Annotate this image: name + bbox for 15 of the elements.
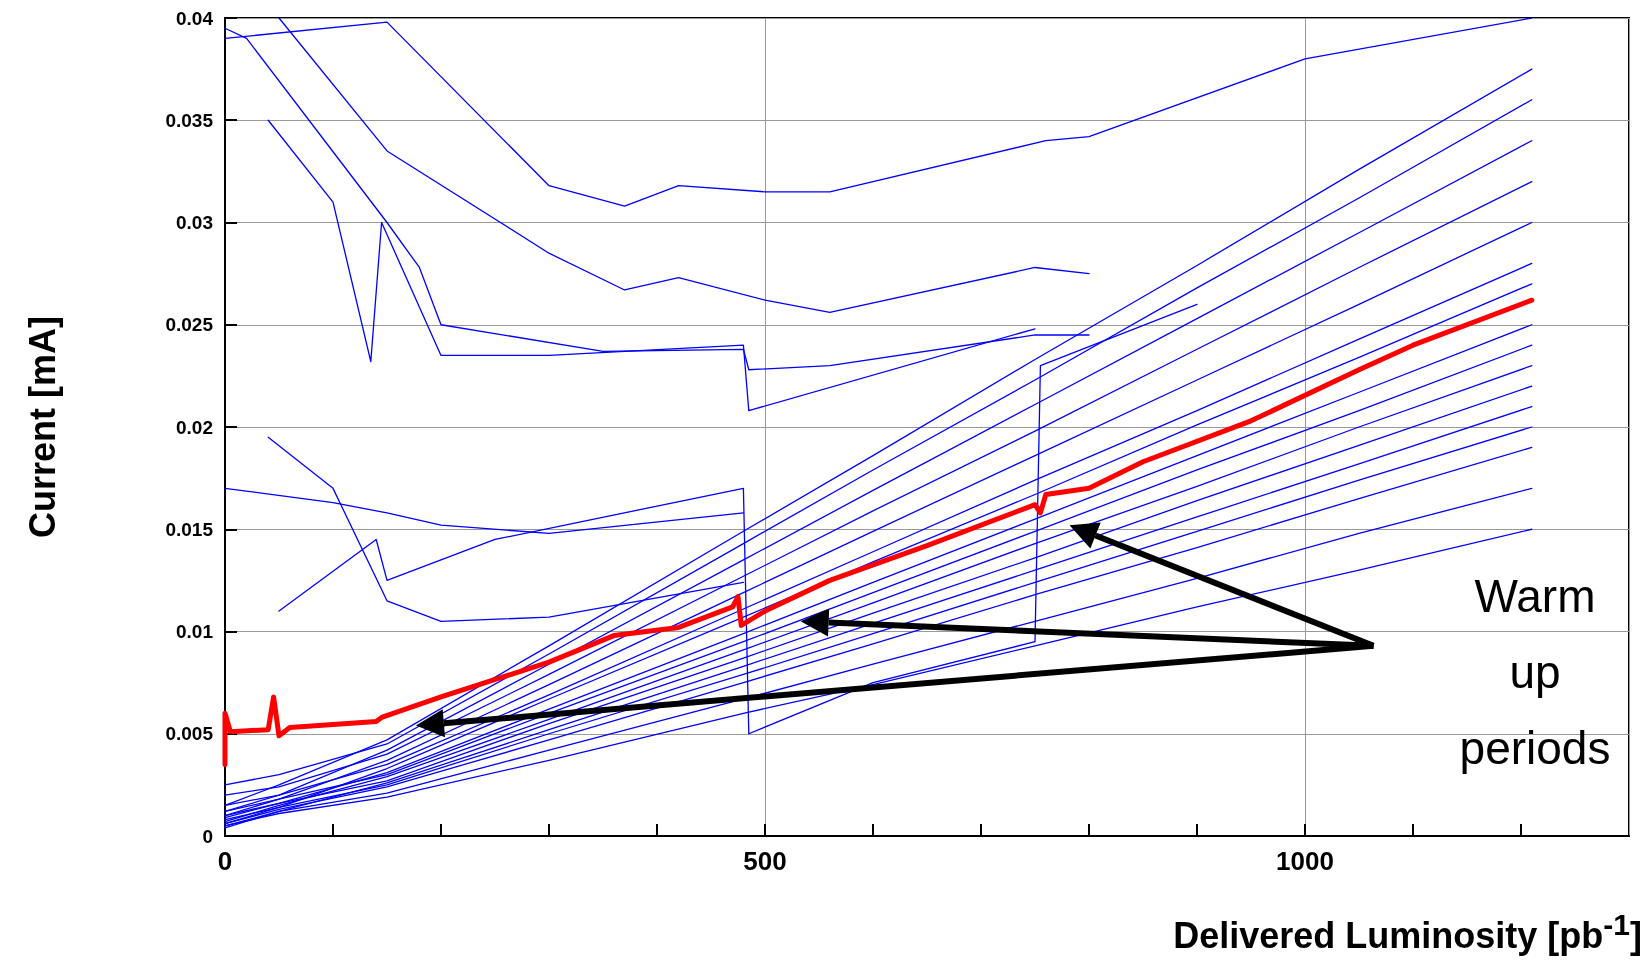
x-tick-label: 0	[217, 846, 233, 876]
y-tick-label: 0.005	[165, 723, 214, 745]
y-axis-title: Current [mA]	[21, 316, 63, 538]
x-axis-title: Delivered Luminosity [pb$^{-1}$]	[1173, 908, 1642, 957]
y-tick-label: 0	[202, 825, 213, 847]
y-tick-label: 0.015	[165, 518, 214, 540]
x-tick-label: 500	[743, 846, 787, 876]
annotation: Warm up periods	[1459, 570, 1611, 774]
x-tick-label: 1000	[1276, 846, 1334, 876]
y-tick-label: 0.04	[176, 7, 214, 29]
y-tick-label: 0.035	[165, 109, 214, 131]
y-tick-label: 0.01	[176, 621, 214, 642]
y-tick-label: 0.03	[176, 212, 213, 233]
y-tick-label: 0.025	[165, 314, 214, 336]
y-tick-label: 0.02	[176, 416, 213, 438]
